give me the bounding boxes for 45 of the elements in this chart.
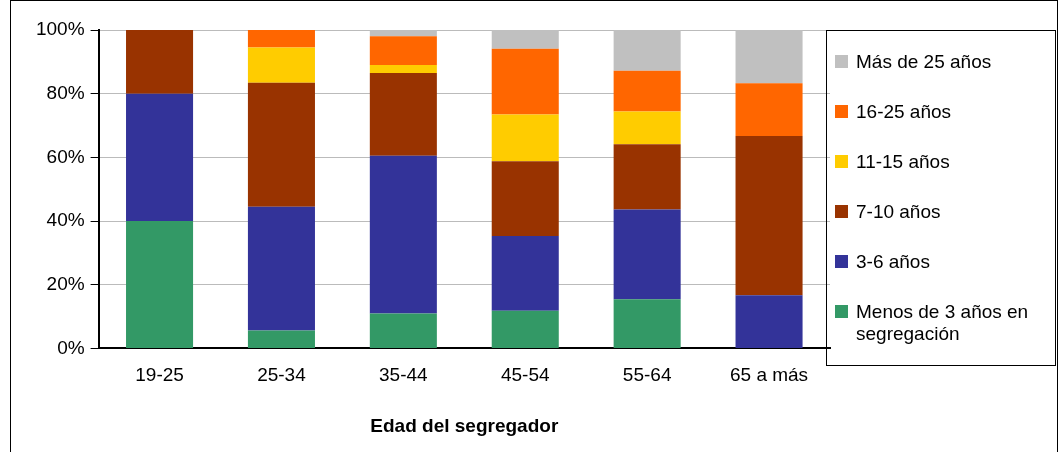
bar bbox=[613, 209, 681, 300]
bar bbox=[369, 313, 437, 348]
bar bbox=[247, 82, 315, 207]
bar bbox=[613, 299, 681, 348]
x-tick-label: 65 a más bbox=[729, 364, 809, 386]
x-tick-label: 25-34 bbox=[257, 364, 307, 386]
bar bbox=[613, 144, 681, 210]
bar bbox=[491, 236, 559, 311]
legend-label: 16-25 años bbox=[856, 101, 953, 123]
y-tick-label: 0% bbox=[57, 336, 85, 358]
bar bbox=[491, 310, 559, 348]
legend-label: 3-6 años bbox=[856, 251, 931, 273]
bar bbox=[369, 36, 437, 66]
bar bbox=[613, 70, 681, 112]
bar bbox=[126, 30, 194, 94]
legend-label: 11-15 años bbox=[856, 151, 951, 173]
legend-label: Más de 25 años bbox=[856, 51, 993, 73]
x-tick-label: 35-44 bbox=[379, 364, 429, 386]
legend-label: Menos de 3 años en segregación bbox=[856, 301, 1030, 345]
bar bbox=[126, 221, 194, 348]
legend-label: 7-10 años bbox=[856, 201, 942, 223]
y-tick-label: 80% bbox=[46, 81, 85, 103]
bar bbox=[735, 295, 803, 348]
x-axis-title: Edad del segregador bbox=[370, 414, 559, 436]
bar bbox=[247, 47, 315, 83]
y-tick-label: 100% bbox=[35, 18, 85, 40]
bar bbox=[247, 330, 315, 348]
bar bbox=[369, 65, 437, 73]
bar bbox=[247, 206, 315, 331]
bar bbox=[369, 155, 437, 314]
bar bbox=[126, 93, 194, 222]
y-tick-label: 20% bbox=[46, 272, 85, 294]
bar bbox=[491, 48, 559, 115]
bar bbox=[491, 114, 559, 162]
bar bbox=[247, 30, 315, 48]
bar bbox=[491, 161, 559, 237]
x-tick-label: 19-25 bbox=[135, 364, 184, 386]
y-tick-label: 40% bbox=[46, 209, 85, 231]
bar bbox=[613, 111, 681, 145]
x-tick-label: 55-64 bbox=[622, 364, 672, 386]
bar bbox=[735, 83, 803, 137]
bar bbox=[735, 136, 803, 296]
bar bbox=[369, 72, 437, 156]
x-tick-label: 45-54 bbox=[500, 364, 550, 386]
y-tick-label: 60% bbox=[46, 145, 85, 167]
